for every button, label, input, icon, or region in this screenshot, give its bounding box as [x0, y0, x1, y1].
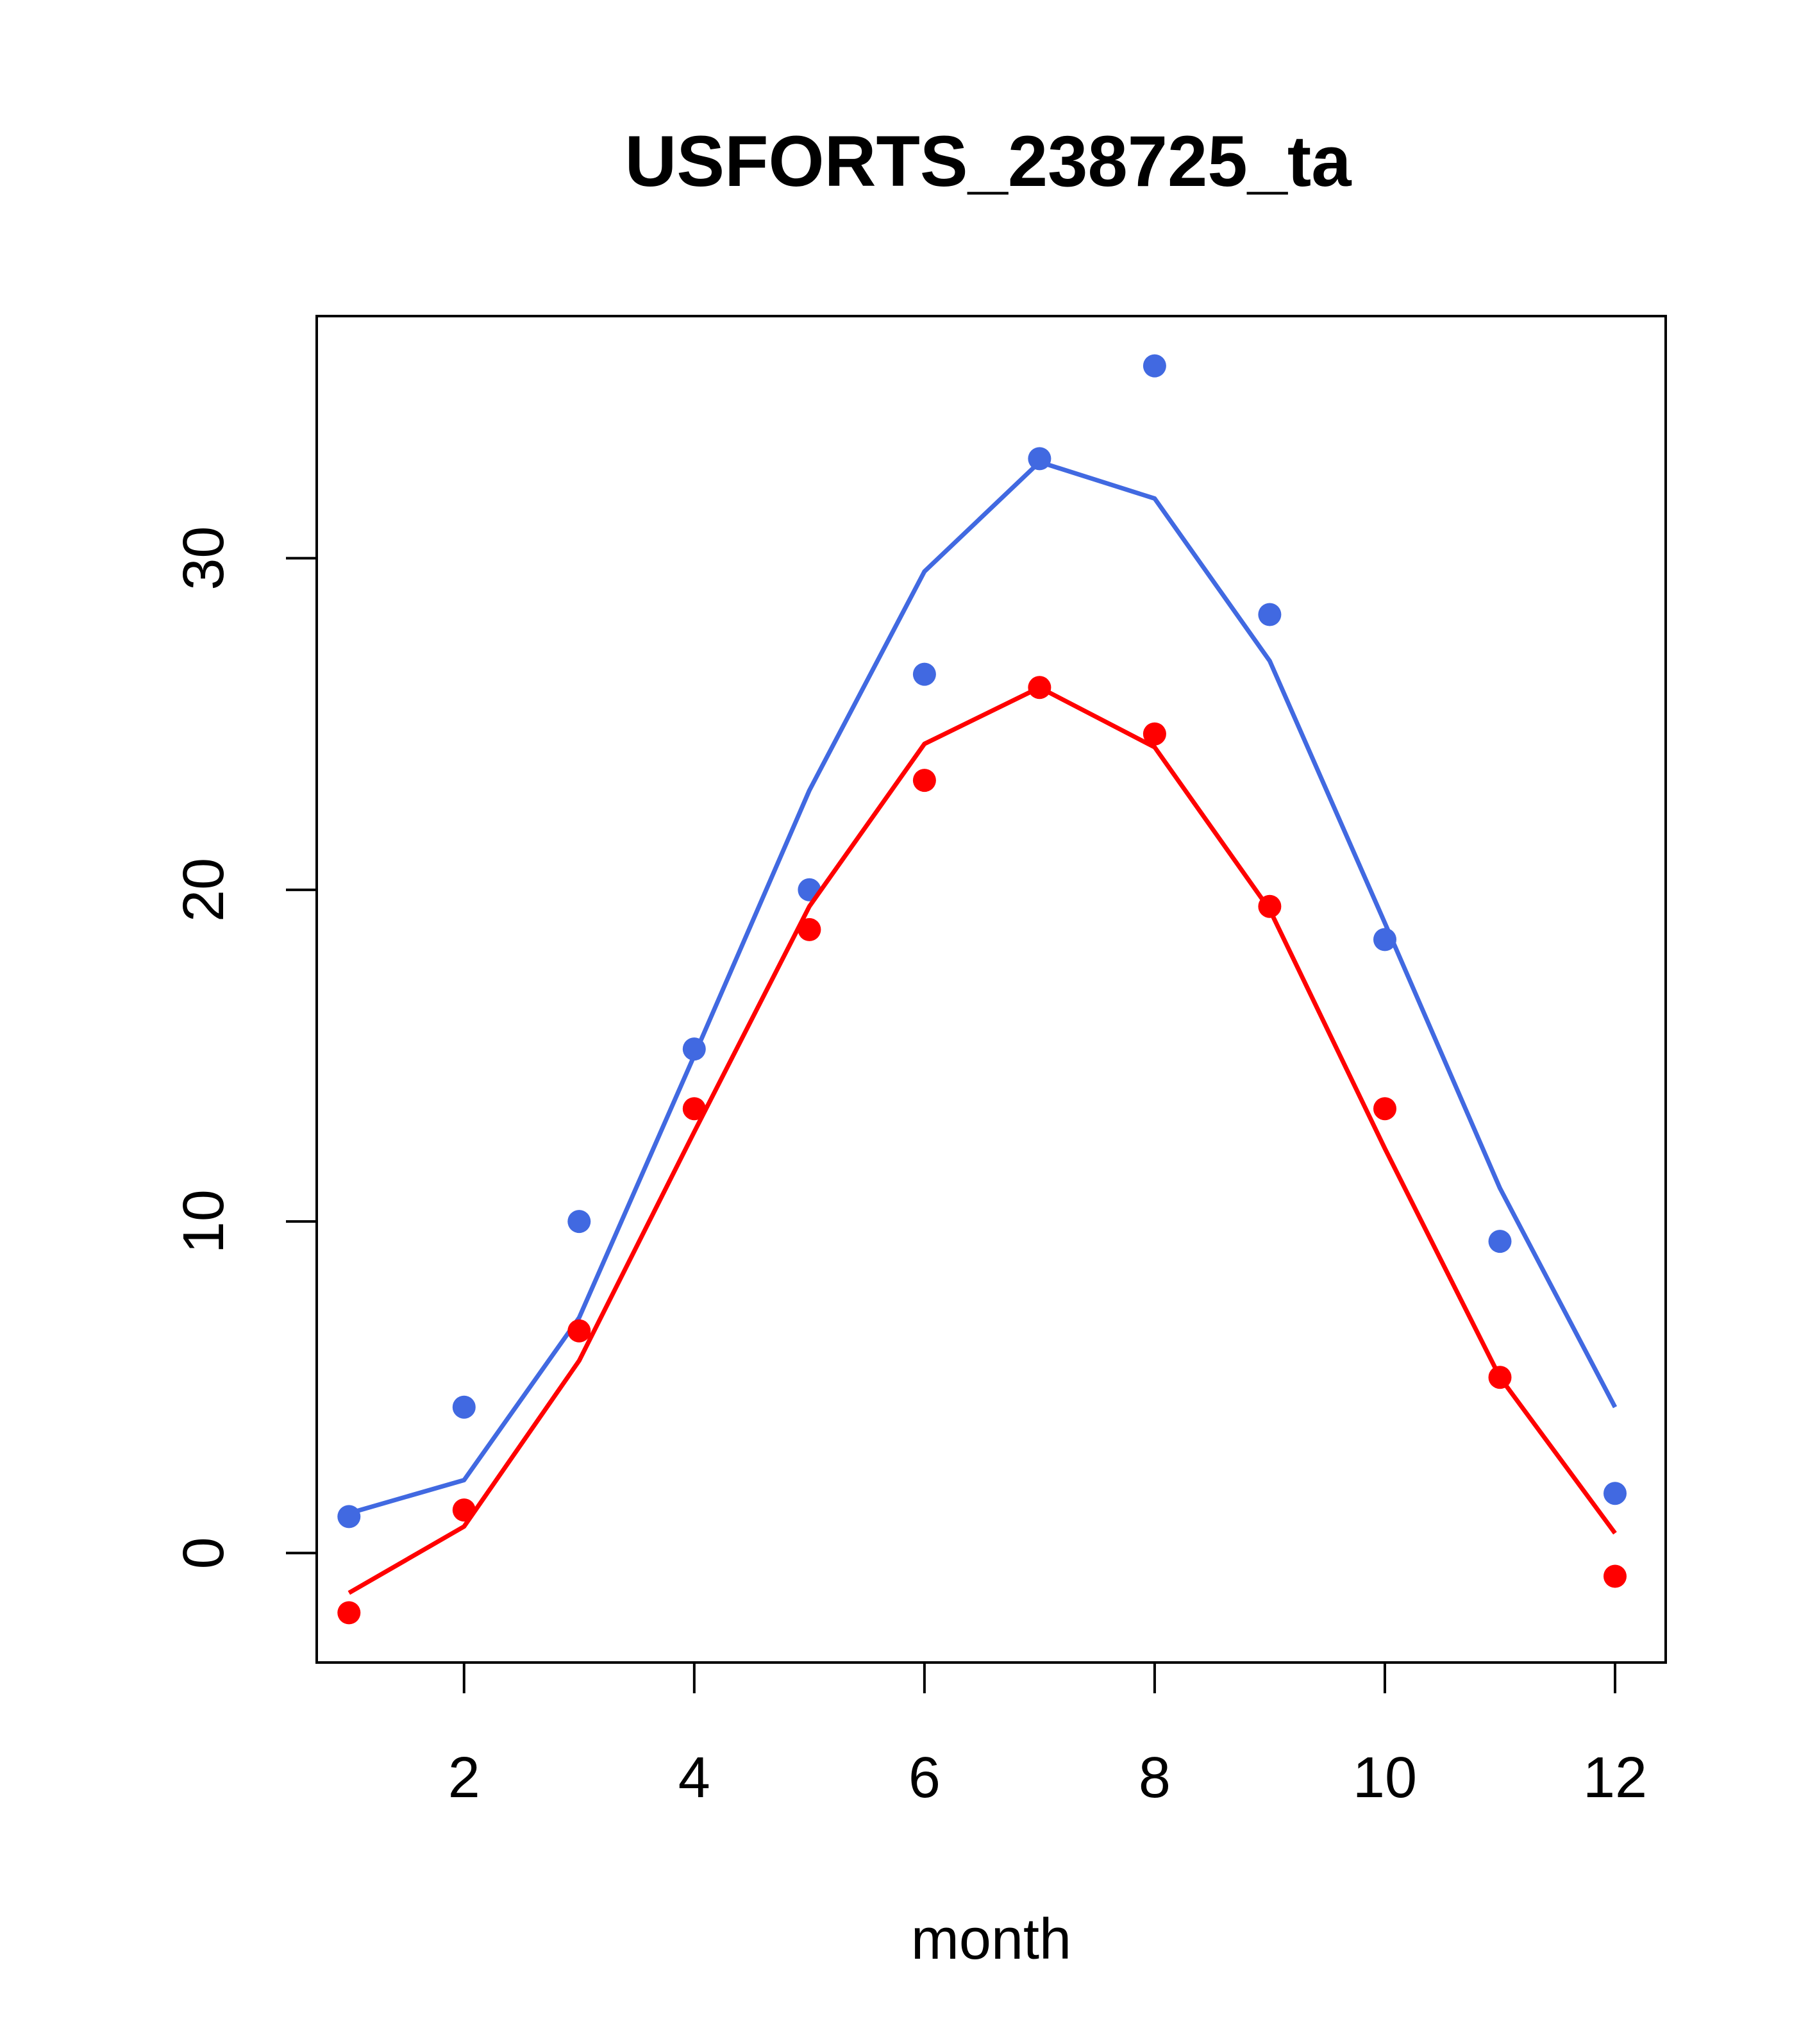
x-tick-label: 10	[1353, 1746, 1417, 1810]
chart-title: USFORTS_238725_ta	[624, 121, 1352, 201]
series-1-point	[682, 1097, 706, 1121]
x-axis: 2 4 6 8 10 12	[448, 1663, 1647, 1810]
series-1-point	[567, 1319, 591, 1343]
series-0-point	[1373, 928, 1396, 951]
series-0-point	[1603, 1482, 1627, 1505]
series-0-point	[682, 1037, 706, 1061]
series-1-point	[1028, 676, 1051, 699]
y-axis: 0 10 20 30	[172, 526, 317, 1569]
series-0-point	[567, 1210, 591, 1234]
series-1-point	[452, 1498, 476, 1522]
y-tick-label: 30	[172, 526, 236, 591]
series-0-point	[337, 1505, 361, 1529]
series-1-point	[1603, 1564, 1627, 1588]
series-1-point	[1488, 1366, 1512, 1389]
y-tick-label: 20	[172, 858, 236, 922]
series-0-point	[1258, 603, 1282, 626]
series-1-point	[1143, 722, 1166, 746]
x-tick-label: 8	[1139, 1746, 1171, 1810]
x-tick-label: 12	[1583, 1746, 1647, 1810]
series-1-point	[337, 1601, 361, 1625]
series-1-point	[798, 917, 821, 941]
x-axis-title: month	[911, 1907, 1071, 1972]
series-0-point	[452, 1395, 476, 1419]
series-1-line	[347, 685, 1617, 1595]
x-tick-label: 4	[678, 1746, 710, 1810]
series-1-point	[1373, 1097, 1396, 1121]
y-tick-label: 10	[172, 1189, 236, 1253]
series-layer	[337, 354, 1627, 1625]
series-1-point	[1258, 894, 1282, 918]
y-tick-label: 0	[172, 1537, 236, 1569]
series-0-point	[912, 662, 936, 686]
x-tick-label: 6	[908, 1746, 941, 1810]
plot-frame	[315, 315, 1667, 1664]
series-0-point	[1488, 1230, 1512, 1253]
series-0-point	[1028, 447, 1051, 471]
x-tick-label: 2	[448, 1746, 480, 1810]
series-0-point	[1143, 354, 1166, 378]
series-1-point	[912, 769, 936, 792]
series-0-line	[348, 460, 1618, 1516]
